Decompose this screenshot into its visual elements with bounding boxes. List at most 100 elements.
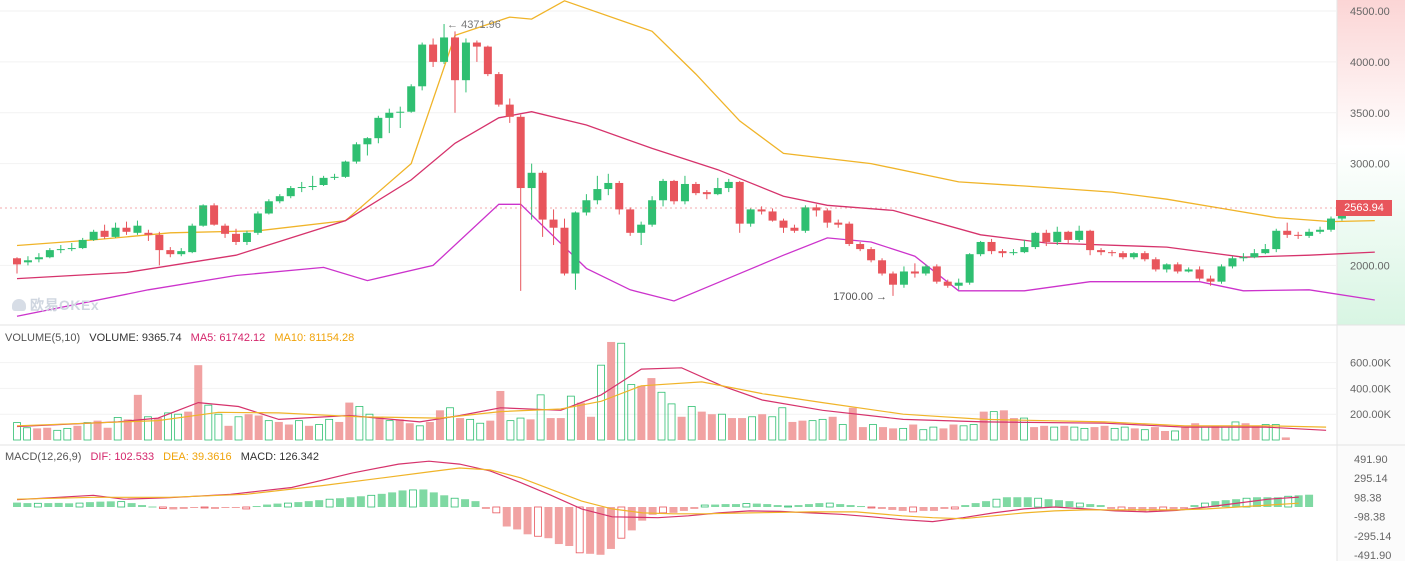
macd-histogram-bar [596,507,605,555]
candle-body [1239,257,1248,259]
macd-histogram-bar [1284,495,1293,508]
macd-histogram-bar [210,507,219,509]
volume-bar [63,427,72,441]
macd-histogram-bar [44,503,53,507]
macd-histogram-bar [929,507,938,511]
candle-body [812,207,821,211]
macd-histogram-bar [263,504,272,507]
volume-bar [869,424,877,441]
volume-bar [1050,426,1059,441]
macd-histogram-bar [1127,507,1136,511]
volume-bar [153,418,162,440]
candle-body [779,220,788,228]
macd-histogram-bar [1294,495,1303,507]
candle-body [976,241,985,255]
volume-value: VOLUME: 9365.74 [89,332,182,344]
candle-body [549,219,558,228]
volume-bar [798,420,807,440]
volume-bar [244,414,253,440]
candle-body [1020,247,1029,253]
macd-histogram-bar [773,505,782,507]
macd-histogram-bar [836,504,845,507]
candle-body [34,257,43,260]
candle-body [78,239,87,249]
macd-histogram-bar [1086,504,1095,507]
candle-body [100,230,109,237]
volume-bar [254,415,263,440]
volume-ma5: MA5: 61742.12 [190,332,266,344]
price-axis-bg [1337,0,1405,325]
low-price-annotation: 1700.00 → [833,291,887,303]
macd-histogram-bar [669,507,678,513]
volume-bar [586,416,595,440]
candle-body [768,211,777,221]
volume-bar [476,422,485,441]
volume-bar [395,419,404,440]
macd-histogram-bar [346,497,355,507]
macd-histogram-bar [554,507,563,545]
volume-bar [969,424,978,441]
macd-histogram-bar [1044,499,1053,507]
candle-body [210,205,219,225]
volume-bar [355,406,364,441]
volume-bar [838,424,847,441]
volume-bar [1040,425,1049,440]
candle-body [1283,230,1292,235]
volume-bar [1070,426,1079,441]
macd-histogram-bar [242,506,251,510]
volume-bar [435,410,444,440]
candle-body [330,176,339,178]
volume-bar [909,424,918,440]
candle-body [242,232,251,242]
candle-body [440,37,449,62]
candle-body [122,227,131,232]
candle-body [582,200,591,213]
volume-bar [989,411,998,441]
volume-bar [727,418,736,440]
macd-histogram-bar [1252,497,1261,507]
candle-body [341,161,350,177]
macd-histogram-bar [1065,501,1074,507]
candle-body [67,248,76,250]
macd-histogram-bar [1075,502,1084,508]
macd-histogram-bar [336,498,345,507]
macd-histogram-bar [398,490,407,507]
volume-bar [315,424,324,441]
macd-histogram-bar [471,501,480,507]
candle-body [1272,230,1281,250]
macd-histogram-bar [304,501,313,507]
macd-tick-label: -491.90 [1354,550,1391,561]
macd-axis-bg [1337,445,1405,561]
candle-body [648,200,657,225]
macd-histogram-bar [784,505,792,508]
macd-histogram-bar [221,507,230,508]
price-tick-label: 4500.00 [1350,6,1390,18]
candle-body [264,201,273,214]
macd-histogram-bar [1169,507,1178,510]
macd-histogram-bar [1055,500,1063,507]
volume-bar [13,422,21,441]
volume-bar [284,424,293,440]
macd-histogram-bar [690,507,699,509]
candle-body [1250,253,1259,258]
volume-bar [979,411,988,440]
volume-bar [103,427,112,440]
volume-bar [43,427,52,440]
candle-body [932,266,941,282]
macd-histogram-bar [1023,497,1032,507]
macd-histogram-bar [33,502,42,508]
volume-bar [53,429,62,441]
candle-body [374,117,383,139]
candle-body [23,260,32,263]
candle-body [1086,230,1095,251]
macd-histogram-bar [544,507,553,539]
volume-bar [919,429,928,441]
volume-bar [607,341,616,440]
volume-bar [496,390,505,440]
volume-bar [113,417,122,441]
macd-tick-label: -98.38 [1354,512,1385,524]
volume-bar [516,417,525,441]
volume-bar [597,364,605,441]
volume-ma-lines [16,367,1327,431]
candle-body [998,251,1007,254]
